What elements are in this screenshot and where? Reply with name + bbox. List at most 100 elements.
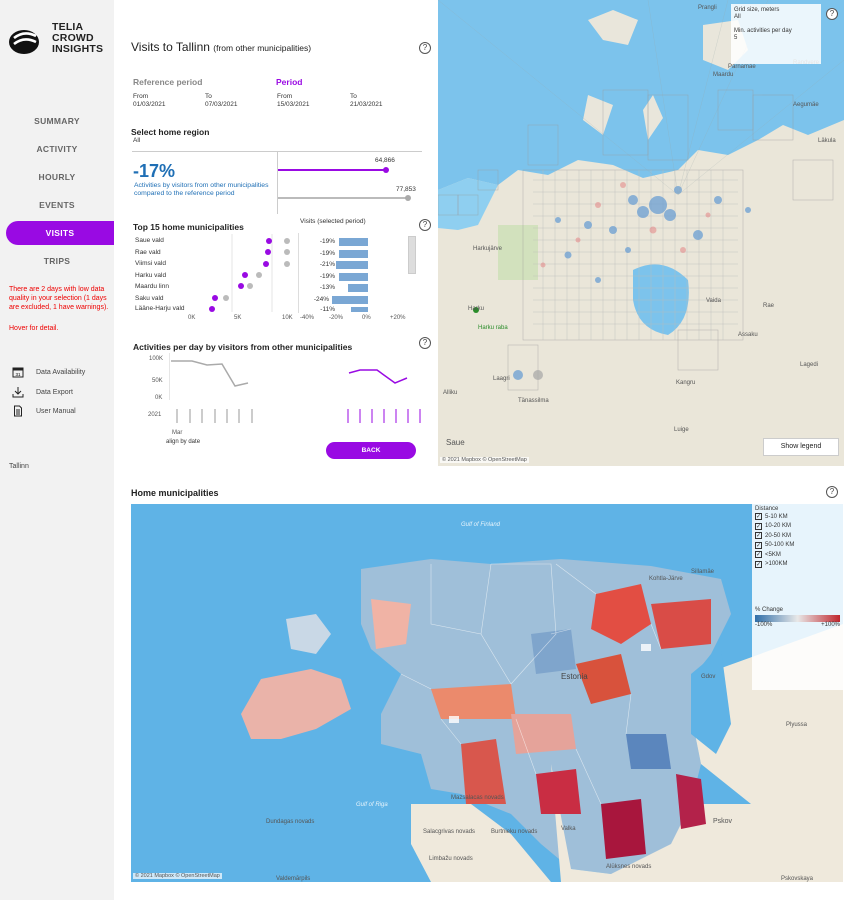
grid-controls[interactable]: Grid size, meters All Min. activities pe… bbox=[731, 4, 821, 64]
map-attribution[interactable]: © 2021 Mapbox © OpenStreetMap bbox=[133, 873, 222, 879]
map-attribution[interactable]: © 2021 Mapbox © OpenStreetMap bbox=[440, 457, 529, 463]
min-activities-select[interactable]: 5 bbox=[734, 35, 738, 41]
help-icon[interactable]: ? bbox=[826, 8, 838, 20]
sidebar: TELIA CROWD INSIGHTS SUMMARY ACTIVITY HO… bbox=[0, 0, 114, 900]
divider bbox=[298, 233, 299, 313]
reference-dot bbox=[405, 195, 411, 201]
ref-to-date[interactable]: 07/03/2021 bbox=[205, 101, 238, 108]
tick-label: 0% bbox=[362, 315, 371, 321]
place-label: Pskovskaya bbox=[781, 876, 814, 882]
list-item[interactable]: Lääne-Harju vald bbox=[135, 305, 185, 312]
change-legend-label: % Change bbox=[755, 607, 784, 613]
distance-option-label: 50-100 KM bbox=[765, 542, 795, 549]
tick-label: -20% bbox=[329, 315, 344, 321]
distance-filter[interactable]: ✓ >100KM bbox=[755, 560, 840, 570]
nav-events[interactable]: EVENTS bbox=[39, 200, 75, 210]
nav-activity[interactable]: ACTIVITY bbox=[36, 144, 78, 154]
place-label: Salacgrivas novads bbox=[423, 829, 476, 835]
tallinn-grid-map[interactable]: Prangli Pärnamäe Randvere Maardu Aegumäe… bbox=[438, 0, 844, 466]
place-label: Tänassilma bbox=[518, 398, 549, 404]
place-label: Gdov bbox=[701, 674, 716, 680]
visits-panel: Visits to Tallinn (from other municipali… bbox=[114, 0, 438, 470]
home-municipalities-map[interactable]: Gulf of Finland Gulf of Riga Estonia Psk… bbox=[131, 504, 843, 882]
align-by-date-toggle[interactable]: align by date bbox=[166, 439, 201, 445]
place-label: Alliku bbox=[443, 390, 458, 396]
top15-title: Top 15 home municipalities bbox=[133, 222, 244, 232]
tick-label: 10K bbox=[282, 315, 293, 321]
period-bar bbox=[278, 169, 386, 171]
nav-summary[interactable]: SUMMARY bbox=[34, 116, 80, 126]
help-icon[interactable]: ? bbox=[419, 42, 431, 54]
place-label: Gulf of Finland bbox=[461, 522, 501, 528]
period-from-label: From bbox=[277, 93, 293, 100]
telia-logo-icon bbox=[9, 30, 39, 54]
nav-visits[interactable]: VISITS bbox=[6, 221, 114, 245]
distance-legend[interactable]: Distance ✓ 5-10 KM ✓ 10-20 KM ✓ 20-50 KM ✓ 5… bbox=[752, 504, 843, 690]
brand-logo[interactable]: TELIA CROWD INSIGHTS bbox=[8, 22, 112, 62]
document-icon bbox=[14, 405, 22, 417]
data-availability-link[interactable]: 31 Data Availability bbox=[12, 365, 85, 379]
list-item[interactable]: Rae vald bbox=[135, 249, 161, 256]
divider bbox=[277, 152, 278, 214]
reference-value: 77,853 bbox=[396, 186, 416, 193]
change-color-scale bbox=[755, 615, 840, 622]
help-icon[interactable]: ? bbox=[826, 486, 838, 498]
ref-from-label: From bbox=[133, 93, 149, 100]
distance-option-label: 5-10 KM bbox=[765, 513, 788, 520]
year-label: 2021 bbox=[148, 412, 162, 418]
choropleth-canvas bbox=[241, 559, 843, 882]
show-legend-button[interactable]: Show legend bbox=[763, 438, 839, 456]
place-label: Prangli bbox=[698, 5, 717, 11]
distance-filter[interactable]: ✓ 5-10 KM bbox=[755, 512, 840, 522]
ref-from-date[interactable]: 01/03/2021 bbox=[133, 101, 166, 108]
nav-hourly[interactable]: HOURLY bbox=[38, 172, 76, 182]
top15-dot-chart bbox=[209, 234, 290, 312]
tick-label: 0K bbox=[155, 395, 163, 401]
period-from-date[interactable]: 15/03/2021 bbox=[277, 101, 310, 108]
list-scrollbar[interactable] bbox=[408, 236, 416, 274]
distance-filter[interactable]: ✓ 50-100 KM bbox=[755, 541, 840, 551]
place-label: Lagedi bbox=[800, 362, 819, 368]
visits-header: Visits (selected period) bbox=[300, 218, 366, 225]
user-manual-label: User Manual bbox=[36, 407, 76, 415]
list-item[interactable]: Saue vald bbox=[135, 237, 164, 244]
distance-filter[interactable]: ✓ 10-20 KM bbox=[755, 522, 840, 532]
pct-label: -24% bbox=[313, 296, 329, 303]
list-item[interactable]: Viimsi vald bbox=[135, 260, 166, 267]
change-bar bbox=[332, 296, 368, 304]
divider bbox=[132, 151, 422, 152]
min-activities-label: Min. activities per day bbox=[734, 28, 792, 34]
change-bar bbox=[336, 261, 368, 269]
change-bar bbox=[351, 307, 368, 312]
back-button[interactable]: BACK bbox=[326, 442, 416, 459]
pct-label: -19% bbox=[319, 250, 335, 257]
list-item[interactable]: Harku vald bbox=[135, 272, 167, 279]
home-region-select[interactable]: All bbox=[133, 137, 141, 144]
place-label: Sillamäe bbox=[691, 569, 715, 575]
selected-city: Tallinn bbox=[9, 463, 29, 470]
distance-label: Distance bbox=[755, 506, 779, 512]
distance-filter[interactable]: ✓ <5KM bbox=[755, 550, 840, 560]
user-manual-link[interactable]: User Manual bbox=[12, 404, 76, 418]
period-to-date[interactable]: 21/03/2021 bbox=[350, 101, 383, 108]
list-item[interactable]: Saku vald bbox=[135, 295, 164, 302]
distance-filter[interactable]: ✓ 20-50 KM bbox=[755, 531, 840, 541]
change-min-label: -100% bbox=[755, 622, 773, 628]
help-icon[interactable]: ? bbox=[419, 337, 431, 349]
checkbox-icon: ✓ bbox=[755, 560, 762, 568]
place-label: Valdemārpils bbox=[276, 876, 311, 882]
place-label: Assaku bbox=[738, 332, 758, 338]
data-export-link[interactable]: Data Export bbox=[12, 385, 73, 399]
distance-option-label: >100KM bbox=[765, 561, 788, 568]
help-icon[interactable]: ? bbox=[419, 219, 431, 231]
reference-bar bbox=[278, 197, 408, 199]
data-availability-label: Data Availability bbox=[36, 368, 86, 376]
calendar-icon: 31 bbox=[12, 367, 24, 378]
grid-size-select[interactable]: All bbox=[734, 14, 741, 20]
data-quality-warning[interactable]: There are 2 days with low data quality i… bbox=[9, 286, 109, 311]
list-item[interactable]: Maardu linn bbox=[135, 283, 169, 290]
nav-trips[interactable]: TRIPS bbox=[43, 256, 71, 266]
grid-size-label: Grid size, meters bbox=[734, 7, 780, 13]
change-bar bbox=[339, 250, 368, 258]
period-value: 64,866 bbox=[375, 157, 395, 164]
